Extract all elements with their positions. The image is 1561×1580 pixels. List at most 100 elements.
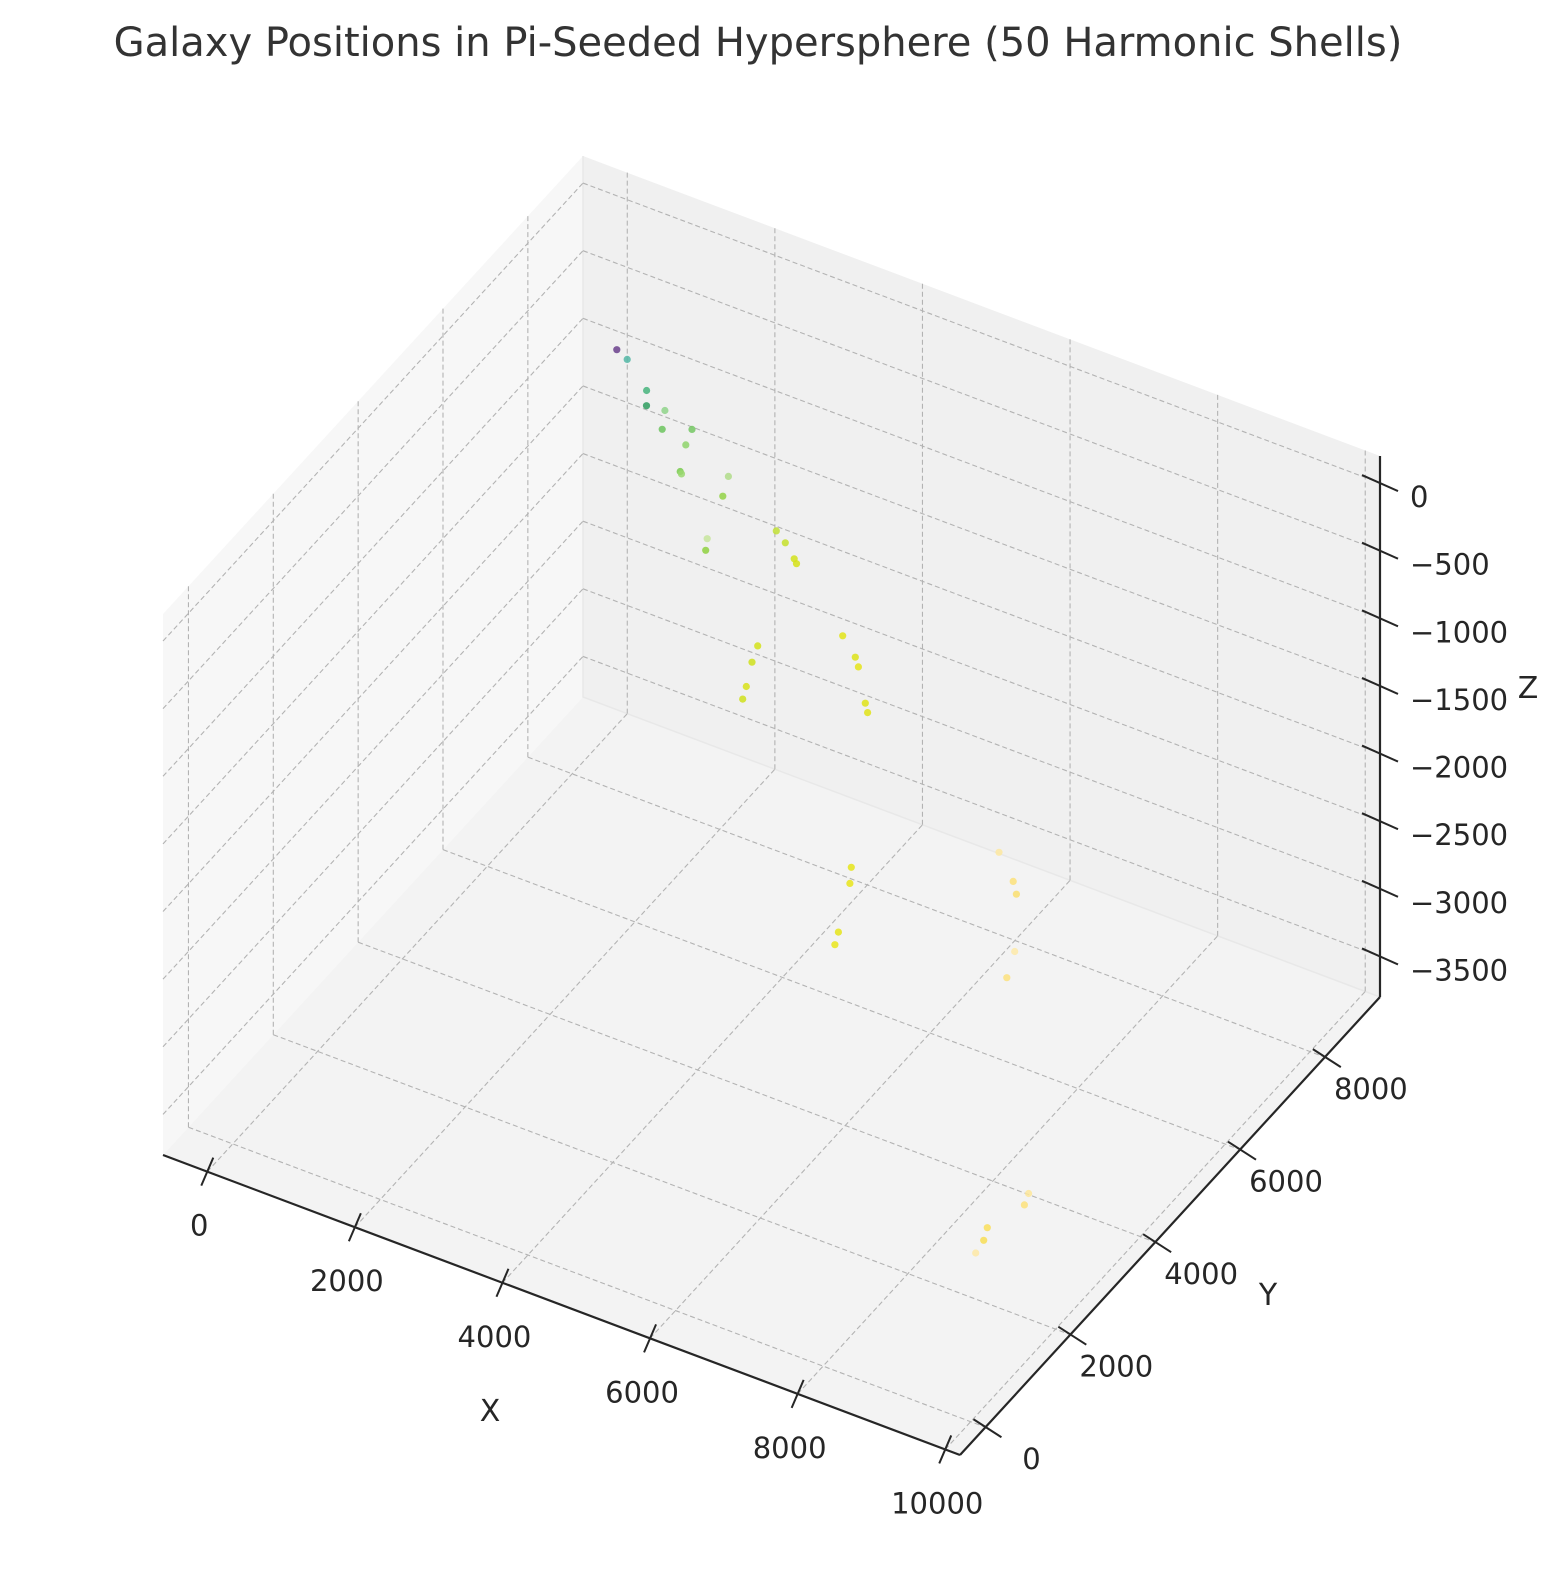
floor-pane [163, 697, 1380, 1455]
x-tick-mark [938, 1435, 953, 1464]
data-point [1003, 974, 1011, 982]
data-points [613, 346, 1033, 1257]
data-point [851, 653, 859, 661]
grid-line-z-back [582, 385, 1381, 687]
chart-title: Galaxy Positions in Pi-Seeded Hyperspher… [114, 20, 1403, 66]
grid-line-y-floor [273, 1034, 1071, 1336]
axis-lines [162, 456, 1399, 1464]
x-axis-line [162, 1153, 961, 1457]
y-tick-mark [972, 1418, 1002, 1439]
data-point [854, 663, 863, 671]
x-axis-label: X [480, 1394, 501, 1429]
data-point [864, 709, 872, 717]
data-point [661, 406, 669, 415]
data-point [739, 695, 747, 703]
z-tick-mark [1361, 474, 1399, 492]
y-tick-label: 2000 [1079, 1350, 1153, 1384]
data-point [754, 642, 762, 650]
x-tick-label: 0 [190, 1209, 208, 1243]
tick-labels: 0 2000 4000 6000 8000 10000 0 2000 4000 6000 8000 0… [190, 480, 1508, 1520]
y-tick-label: 4000 [1164, 1257, 1238, 1291]
pane-edge [582, 156, 1381, 998]
z-tick-mark [1361, 812, 1399, 831]
data-point [623, 355, 631, 363]
data-point [677, 470, 686, 478]
data-point [983, 1224, 991, 1232]
data-point [846, 879, 854, 888]
data-point [839, 632, 847, 640]
data-point [613, 346, 621, 354]
data-point [1012, 890, 1021, 898]
grid-line-y-floor [357, 941, 1156, 1243]
z-axis-label: Z [1518, 671, 1539, 706]
z-tick-label: −3000 [1410, 886, 1508, 920]
grid-line-y-floor [527, 756, 1326, 1058]
data-point [972, 1249, 980, 1257]
grid-line-z-back [582, 182, 1381, 484]
data-point [861, 699, 869, 707]
data-point [847, 863, 855, 871]
grid-line-z-back [582, 655, 1381, 957]
data-point [831, 941, 839, 949]
side-pane [163, 156, 583, 1155]
z-tick-label: −1500 [1410, 683, 1508, 717]
grid-line-z-back [582, 317, 1381, 619]
x-tick-mark [347, 1212, 362, 1242]
z-tick-mark [1361, 744, 1399, 763]
data-point [688, 425, 696, 433]
z-tick-mark [1361, 677, 1399, 695]
z-tick-label: −500 [1410, 548, 1490, 582]
data-point [719, 492, 727, 500]
z-tick-mark [1361, 541, 1399, 560]
grid-line-z-back [582, 588, 1381, 890]
data-point [1020, 1201, 1028, 1209]
x-tick-mark [200, 1157, 215, 1187]
grid-line-z-back [582, 520, 1381, 822]
data-point [834, 928, 843, 936]
x-tick-mark [790, 1379, 805, 1409]
y-tick-mark [1057, 1325, 1087, 1346]
x-tick-mark [643, 1323, 657, 1353]
data-point [703, 535, 711, 543]
y-tick-label: 8000 [1334, 1072, 1408, 1106]
data-point [643, 386, 651, 395]
data-point [642, 402, 651, 410]
data-point [995, 848, 1003, 856]
y-axis-line [959, 996, 1381, 1456]
y-tick-mark [1227, 1140, 1257, 1161]
x-tick-label: 4000 [458, 1320, 532, 1354]
data-point [792, 560, 801, 568]
x-tick-label: 10000 [891, 1486, 983, 1520]
data-point [702, 546, 710, 554]
axis-panes [163, 156, 1381, 1455]
data-point [772, 527, 780, 535]
data-point [1011, 947, 1019, 956]
grid-lines [162, 172, 1381, 1450]
data-point [1025, 1189, 1033, 1198]
y-tick-label: 6000 [1249, 1165, 1323, 1199]
data-point [742, 682, 750, 691]
z-tick-label: −2000 [1410, 751, 1508, 785]
back-pane [583, 156, 1380, 997]
grid-line-y-floor [442, 849, 1241, 1151]
x-tick-label: 2000 [310, 1264, 384, 1298]
z-tick-label: −2500 [1410, 818, 1508, 852]
x-tick-mark [495, 1268, 510, 1298]
z-tick-mark [1361, 879, 1399, 898]
z-tick-label: −1000 [1410, 615, 1508, 649]
data-point [980, 1236, 988, 1244]
x-tick-label: 8000 [753, 1431, 827, 1465]
z-tick-label: 0 [1410, 480, 1428, 514]
z-tick-mark [1361, 947, 1399, 966]
grid-line-z-back [582, 250, 1381, 552]
grid-line-z-back [582, 453, 1381, 755]
data-point [658, 425, 666, 433]
grid-line-y-floor [188, 1126, 986, 1428]
data-point [781, 539, 789, 547]
z-tick-label: −3500 [1410, 953, 1508, 987]
y-axis-label: Y [1258, 1278, 1278, 1313]
x-tick-label: 6000 [605, 1375, 679, 1409]
data-point [1009, 877, 1017, 886]
y-tick-mark [1142, 1233, 1172, 1254]
